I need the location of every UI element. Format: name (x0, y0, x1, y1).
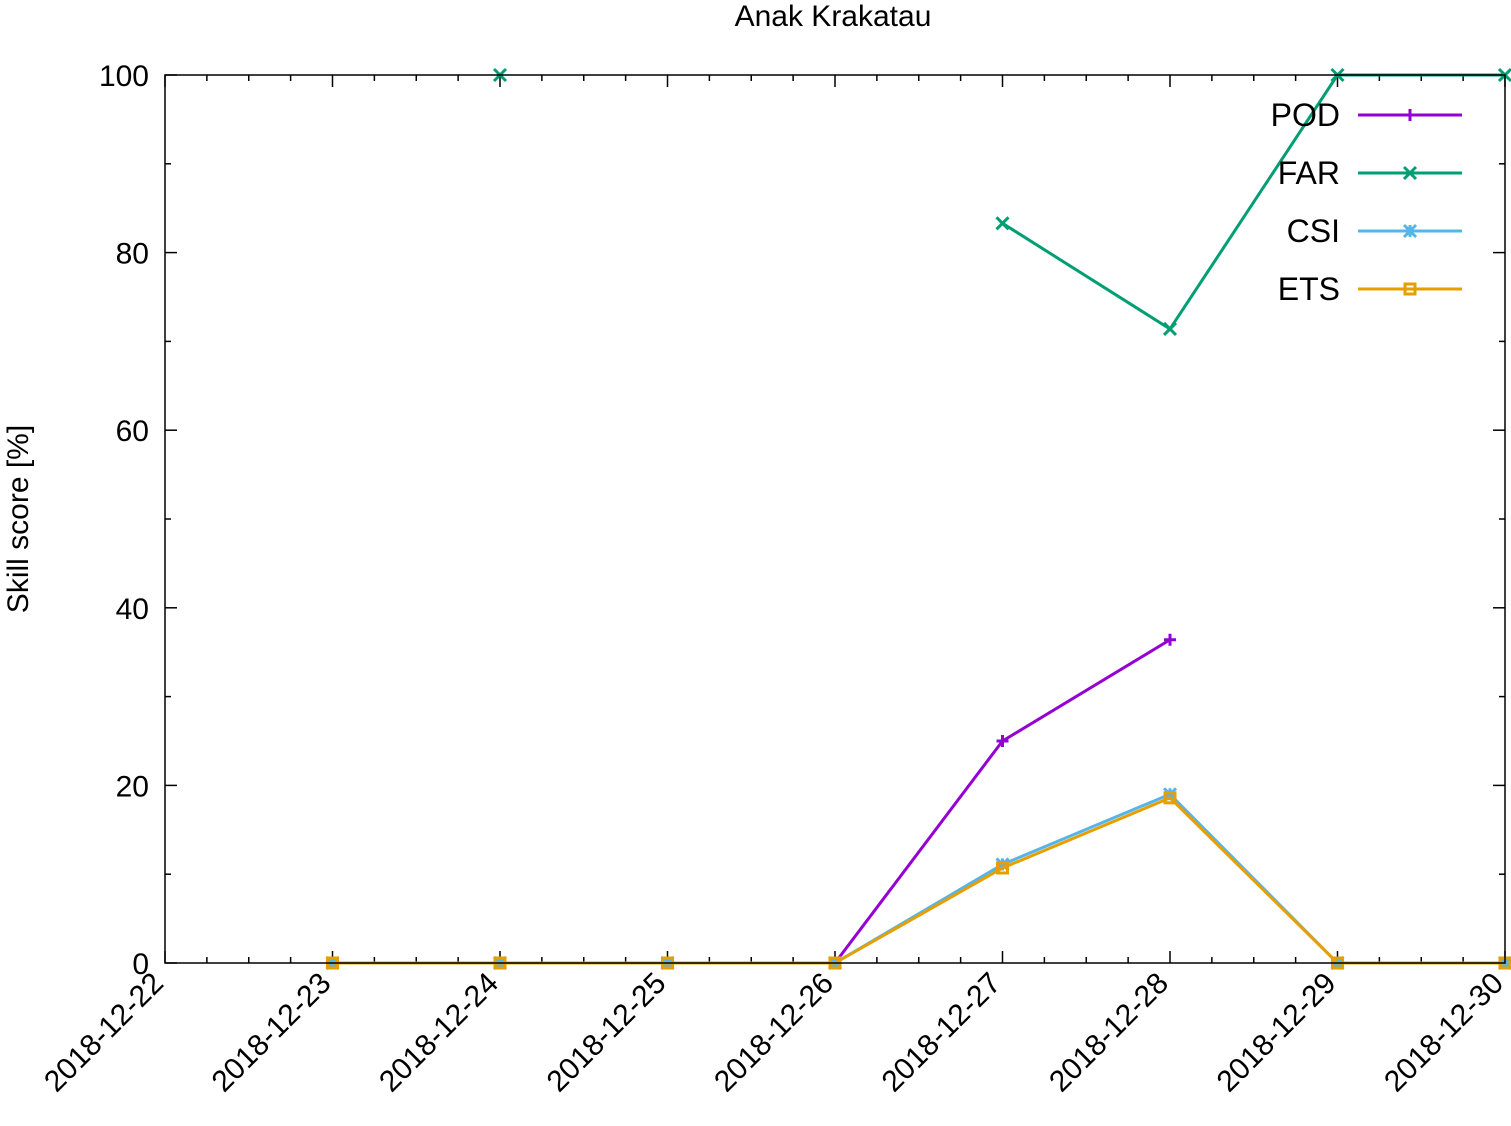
series-csi (325, 787, 1511, 971)
legend-label: FAR (1278, 155, 1340, 191)
x-tick-label: 2018-12-30 (1378, 967, 1510, 1099)
series-layer (325, 67, 1511, 971)
x-tick-label: 2018-12-29 (1211, 967, 1343, 1099)
series-line (332, 796, 1505, 965)
plot-frame (164, 74, 1506, 964)
legend-item-ets: ETS (1278, 271, 1462, 307)
chart-title: Anak Krakatau (735, 0, 932, 33)
series-pod (326, 633, 1176, 969)
series-ets (326, 791, 1511, 970)
x-tick-label: 2018-12-22 (38, 967, 170, 1099)
y-tick-label: 80 (116, 238, 149, 271)
legend: POD FAR CSI ETS (1271, 97, 1462, 307)
data-point (1162, 321, 1178, 337)
data-point (996, 861, 1009, 875)
x-tick-label: 2018-12-23 (206, 967, 338, 1099)
x-tick-label: 2018-12-25 (541, 967, 673, 1099)
data-point (1404, 109, 1416, 121)
y-tick-label: 20 (116, 770, 149, 803)
data-point (995, 216, 1010, 231)
y-axis-label: Skill score [%] (2, 425, 35, 613)
legend-label: POD (1271, 97, 1340, 133)
x-tick-label: 2018-12-27 (876, 967, 1008, 1099)
series-far (492, 67, 1511, 337)
data-point (1403, 282, 1417, 296)
y-tick-label: 60 (116, 415, 149, 448)
data-point (1402, 165, 1418, 181)
data-point (1163, 791, 1177, 805)
x-tick-label: 2018-12-26 (708, 967, 840, 1099)
legend-label: ETS (1278, 271, 1340, 307)
y-tick-label: 100 (99, 60, 149, 93)
y-tick-label: 40 (116, 593, 149, 626)
legend-item-pod: POD (1271, 97, 1462, 133)
data-point (996, 735, 1009, 747)
x-tick-label: 2018-12-24 (373, 967, 505, 1099)
x-tick-label: 2018-12-28 (1043, 967, 1175, 1099)
series-line (332, 792, 1505, 965)
legend-label: CSI (1287, 213, 1340, 249)
legend-item-far: FAR (1278, 155, 1462, 191)
data-point (1402, 223, 1418, 239)
data-point (1164, 633, 1176, 646)
y-tick-label: 0 (132, 948, 149, 981)
series-line (1001, 73, 1505, 331)
legend-item-csi: CSI (1287, 213, 1462, 249)
